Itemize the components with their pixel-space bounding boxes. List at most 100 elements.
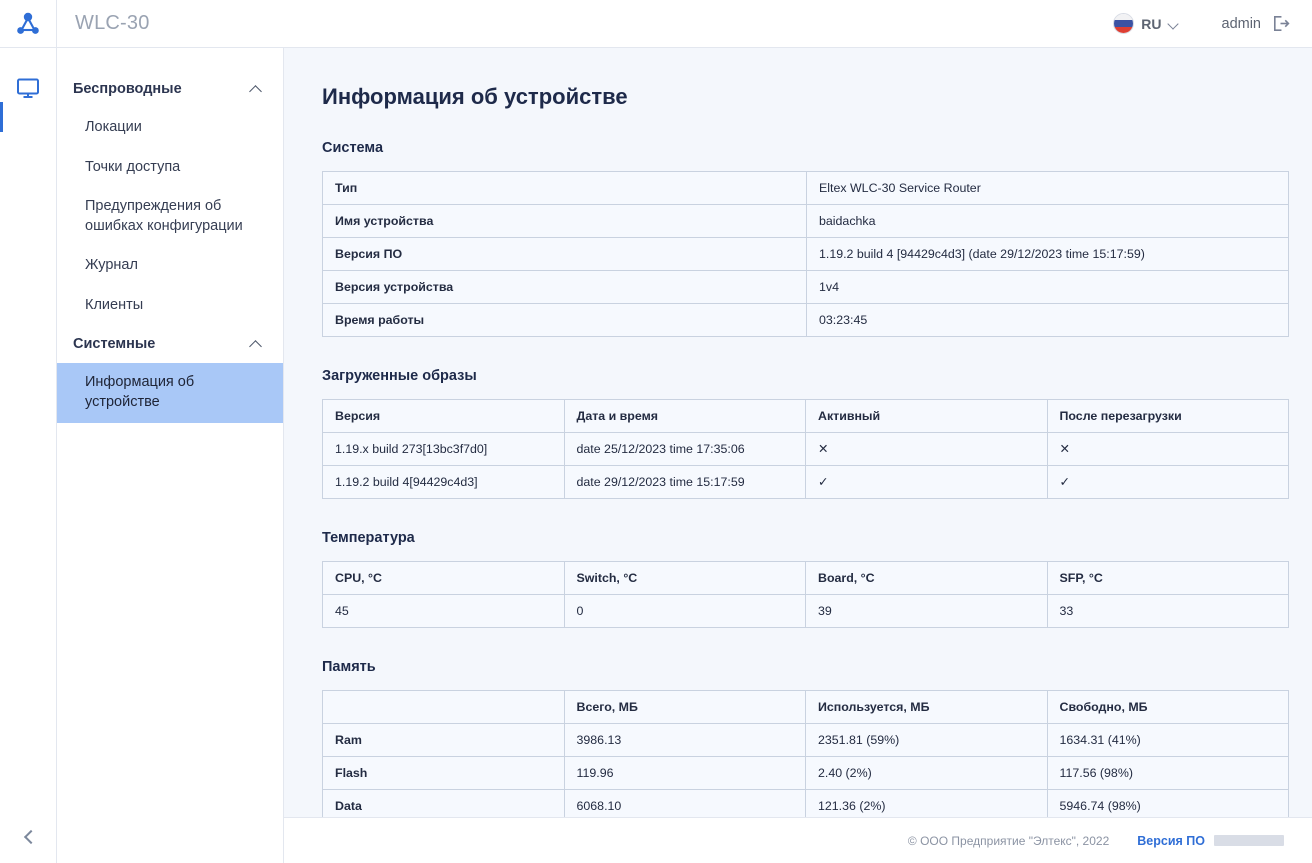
image-after-reboot-mark: ✓ <box>1046 465 1289 499</box>
table-row: Версия устройства 1v4 <box>322 270 1289 304</box>
network-nodes-icon <box>17 12 39 34</box>
nav-group-wireless-label: Беспроводные <box>73 81 182 97</box>
section-system: Система Тип Eltex WLC-30 Service Router … <box>322 140 1289 337</box>
images-header-active: Активный <box>805 399 1048 433</box>
table-row: 1.19.x build 273[13bc3f7d0] date 25/12/2… <box>322 432 1289 466</box>
memory-total: 119.96 <box>563 756 806 790</box>
sidebar-item-locations[interactable]: Локации <box>85 119 142 135</box>
temp-header-switch: Switch, °C <box>563 561 806 595</box>
memory-header-used: Используется, МБ <box>805 690 1048 724</box>
system-key: Версия ПО <box>322 237 807 271</box>
nav-group-system-label: Системные <box>73 336 156 353</box>
content-inner: Информация об устройстве Система Тип Elt… <box>284 48 1312 817</box>
nav-group-system[interactable]: Системные <box>57 325 283 363</box>
image-version: 1.19.x build 273[13bc3f7d0] <box>322 432 565 466</box>
monitor-icon <box>17 78 39 98</box>
temp-value-sfp: 33 <box>1046 594 1289 628</box>
table-row: 1.19.2 build 4[94429c4d3] date 29/12/202… <box>322 465 1289 499</box>
sidebar-item-access-points[interactable]: Точки доступа <box>85 158 181 175</box>
page-title: Информация об устройстве <box>322 84 628 109</box>
language-selector[interactable]: RU <box>1113 13 1177 34</box>
memory-header-name <box>322 690 565 724</box>
table-header-row: Всего, МБ Используется, МБ Свободно, МБ <box>322 690 1289 724</box>
sidebar-item-log[interactable]: Журнал <box>85 257 138 274</box>
section-memory-title: Память <box>322 659 376 675</box>
body-row: Беспроводные Локации Точки доступа Преду… <box>0 48 1312 863</box>
system-key: Версия устройства <box>322 270 807 304</box>
main-content: Информация об устройстве Система Тип Elt… <box>284 48 1312 863</box>
user-menu[interactable]: admin <box>1222 14 1291 33</box>
memory-total: 6068.10 <box>563 789 806 817</box>
memory-table: Всего, МБ Используется, МБ Свободно, МБ … <box>322 690 1289 817</box>
system-value: 1v4 <box>806 270 1289 304</box>
chevron-down-icon <box>1169 19 1178 28</box>
memory-used: 2.40 (2%) <box>805 756 1048 790</box>
system-table: Тип Eltex WLC-30 Service Router Имя устр… <box>322 171 1289 337</box>
section-temperature: Температура CPU, °C Switch, °C Board, °C… <box>322 530 1289 628</box>
page-footer: © ООО Предприятие "Элтекс", 2022 Версия … <box>284 817 1312 863</box>
user-name-label: admin <box>1221 15 1262 32</box>
icon-rail <box>0 48 57 863</box>
copyright-text: © ООО Предприятие "Элтекс", 2022 <box>907 833 1110 848</box>
table-row: Flash 119.96 2.40 (2%) 117.56 (98%) <box>322 756 1289 790</box>
memory-name: Data <box>322 789 565 817</box>
system-value: 03:23:45 <box>806 303 1289 337</box>
chevron-left-icon <box>23 831 35 843</box>
table-row: Ram 3986.13 2351.81 (59%) 1634.31 (41%) <box>322 723 1289 757</box>
memory-free: 5946.74 (98%) <box>1046 789 1289 817</box>
chevron-up-icon <box>250 339 261 350</box>
image-active-mark: ✓ <box>805 465 1048 499</box>
sidebar-nav: Беспроводные Локации Точки доступа Преду… <box>0 48 284 863</box>
memory-used: 2351.81 (59%) <box>805 723 1048 757</box>
table-row: Имя устройства baidachka <box>322 204 1289 238</box>
top-bar: WLC-30 RU admin <box>0 0 1312 48</box>
table-row: 45 0 39 33 <box>322 594 1289 628</box>
loaded-images-table: Версия Дата и время Активный После перез… <box>322 399 1289 499</box>
logout-icon[interactable] <box>1271 14 1290 33</box>
table-row: Версия ПО 1.19.2 build 4 [94429c4d3] (da… <box>322 237 1289 271</box>
memory-header-free: Свободно, МБ <box>1046 690 1289 724</box>
table-row: Время работы 03:23:45 <box>322 303 1289 337</box>
table-header-row: CPU, °C Switch, °C Board, °C SFP, °C <box>322 561 1289 595</box>
ru-flag-icon <box>1113 13 1135 34</box>
app-logo[interactable] <box>0 0 57 47</box>
section-temperature-title: Температура <box>322 530 415 546</box>
temp-header-cpu: CPU, °C <box>322 561 565 595</box>
images-header-after-reboot: После перезагрузки <box>1046 399 1289 433</box>
firmware-version-label: Версия ПО <box>1137 833 1205 848</box>
system-value: baidachka <box>806 204 1289 238</box>
section-images-title: Загруженные образы <box>322 368 477 384</box>
rail-active-indicator <box>0 102 3 132</box>
firmware-version-value-redacted <box>1214 835 1284 846</box>
system-key: Время работы <box>322 303 807 337</box>
system-value: 1.19.2 build 4 [94429c4d3] (date 29/12/2… <box>806 237 1289 271</box>
temperature-table: CPU, °C Switch, °C Board, °C SFP, °C 45 … <box>322 561 1289 628</box>
temp-header-sfp: SFP, °C <box>1046 561 1289 595</box>
memory-name: Ram <box>322 723 565 757</box>
memory-total: 3986.13 <box>563 723 806 757</box>
system-key: Имя устройства <box>322 204 807 238</box>
sidebar-item-device-information[interactable]: Информация об устройстве <box>57 363 283 423</box>
image-version: 1.19.2 build 4[94429c4d3] <box>322 465 565 499</box>
table-row: Data 6068.10 121.36 (2%) 5946.74 (98%) <box>322 789 1289 817</box>
memory-name: Flash <box>322 756 565 790</box>
system-value: Eltex WLC-30 Service Router <box>806 171 1289 205</box>
sidebar-item-clients[interactable]: Клиенты <box>85 296 144 313</box>
temp-value-switch: 0 <box>563 594 806 628</box>
memory-used: 121.36 (2%) <box>805 789 1048 817</box>
sidebar-collapse-button[interactable] <box>0 831 57 843</box>
nav-group-wireless[interactable]: Беспроводные <box>57 70 283 108</box>
images-header-version: Версия <box>322 399 565 433</box>
language-label: RU <box>1141 15 1162 32</box>
brand-title: WLC-30 <box>75 12 150 34</box>
sidebar-item-config-error-warnings[interactable]: Предупреждения об ошибках конфигурации <box>85 198 243 234</box>
section-system-title: Система <box>322 140 384 156</box>
temp-value-board: 39 <box>805 594 1048 628</box>
memory-header-total: Всего, МБ <box>563 690 806 724</box>
image-after-reboot-mark: ✕ <box>1046 432 1289 466</box>
chevron-up-icon <box>250 84 261 95</box>
table-header-row: Версия Дата и время Активный После перез… <box>322 399 1289 433</box>
firmware-version-link[interactable]: Версия ПО <box>1137 834 1284 848</box>
rail-item-monitoring[interactable] <box>0 67 57 109</box>
